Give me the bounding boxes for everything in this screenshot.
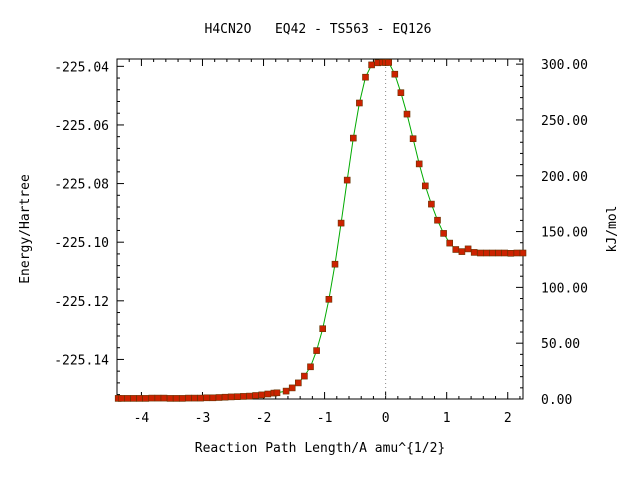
- data-point: [166, 395, 174, 402]
- data-point: [409, 135, 417, 142]
- x-tick-label: -4: [134, 411, 150, 426]
- data-point: [282, 387, 290, 395]
- data-point: [343, 176, 351, 184]
- data-point: [197, 394, 204, 402]
- y2-tick-label: 250.00: [541, 114, 588, 129]
- data-point: [118, 395, 125, 402]
- data-point: [349, 134, 357, 142]
- y2-axis-label: kJ/mol: [605, 206, 620, 253]
- data-point: [240, 393, 247, 400]
- data-point: [313, 347, 320, 354]
- plot-frame: [116, 58, 524, 400]
- x-tick-label: -1: [317, 411, 333, 426]
- data-point: [273, 389, 281, 397]
- data-point: [385, 59, 393, 66]
- y-tick-label: -225.06: [54, 119, 109, 134]
- data-point: [458, 248, 466, 255]
- data-point: [154, 394, 162, 402]
- data-point: [191, 394, 198, 402]
- chart-title: H4CN2O EQ42 - TS563 - EQ126: [205, 22, 432, 37]
- data-point: [246, 392, 253, 400]
- data-point: [368, 61, 375, 69]
- y-axis-label: Energy/Hartree: [18, 174, 33, 284]
- data-point: [294, 379, 302, 387]
- data-point: [464, 245, 472, 253]
- y2-tick-label: 0.00: [541, 393, 572, 408]
- data-point: [288, 384, 296, 392]
- data-points: [114, 59, 527, 402]
- x-axis-label: Reaction Path Length/A amu^{1/2}: [195, 441, 445, 456]
- data-point: [203, 394, 210, 402]
- data-point: [142, 395, 149, 402]
- tick-labels: -4 -3 -2 -1 0 1 2 -225.04 -225.06 -225.08 -225.10 -…: [54, 58, 588, 426]
- data-point: [470, 249, 478, 256]
- energy-curve-line: [118, 62, 523, 399]
- data-point: [227, 393, 235, 401]
- y-tick-label: -225.14: [54, 353, 109, 368]
- x-tick-label: 0: [382, 411, 390, 426]
- data-point: [483, 249, 490, 257]
- data-point: [421, 182, 429, 190]
- data-point: [215, 394, 223, 401]
- data-point: [501, 249, 509, 257]
- data-point: [356, 99, 363, 107]
- y-tick-label: -225.10: [54, 236, 109, 251]
- x-tick-label: -3: [195, 411, 211, 426]
- data-point: [362, 73, 369, 81]
- data-point: [124, 395, 131, 402]
- y2-tick-label: 50.00: [541, 337, 580, 352]
- data-point: [519, 249, 527, 257]
- data-point: [428, 200, 435, 208]
- data-point: [476, 249, 484, 257]
- data-point: [221, 393, 229, 401]
- data-point: [507, 250, 515, 257]
- y-tick-label: -225.12: [54, 295, 109, 310]
- data-point: [415, 160, 423, 168]
- data-point: [319, 325, 327, 333]
- y-tick-label: -225.08: [54, 178, 109, 193]
- y2-tick-label: 150.00: [541, 226, 588, 241]
- data-point: [446, 239, 454, 247]
- x-tick-label: 2: [504, 411, 512, 426]
- y2-tick-label: 200.00: [541, 170, 588, 185]
- data-point: [264, 390, 272, 398]
- data-point: [252, 392, 259, 399]
- data-point: [179, 395, 186, 402]
- data-point: [489, 249, 496, 257]
- data-point: [160, 394, 168, 402]
- data-point: [513, 249, 521, 257]
- data-point: [130, 395, 137, 402]
- data-point: [136, 395, 143, 402]
- data-point: [234, 393, 241, 401]
- data-point: [307, 363, 314, 371]
- data-point: [209, 394, 217, 402]
- data-point: [301, 372, 308, 380]
- data-point: [325, 295, 333, 303]
- y2-tick-label: 100.00: [541, 281, 588, 296]
- x-tick-label: 1: [443, 411, 451, 426]
- data-point: [434, 216, 441, 224]
- x-tick-label: -2: [256, 411, 272, 426]
- data-point: [172, 395, 180, 402]
- data-point: [397, 89, 405, 96]
- data-point: [331, 260, 339, 268]
- data-point: [258, 391, 266, 399]
- y-tick-label: -225.04: [54, 60, 109, 75]
- y2-tick-label: 300.00: [541, 58, 588, 73]
- data-point: [185, 394, 192, 402]
- data-point: [337, 219, 345, 227]
- data-point: [495, 249, 502, 257]
- data-point: [148, 394, 156, 402]
- data-point: [452, 246, 460, 253]
- axis-ticks: [116, 59, 523, 400]
- data-point: [440, 230, 447, 237]
- data-point: [403, 110, 411, 118]
- data-point: [391, 70, 399, 78]
